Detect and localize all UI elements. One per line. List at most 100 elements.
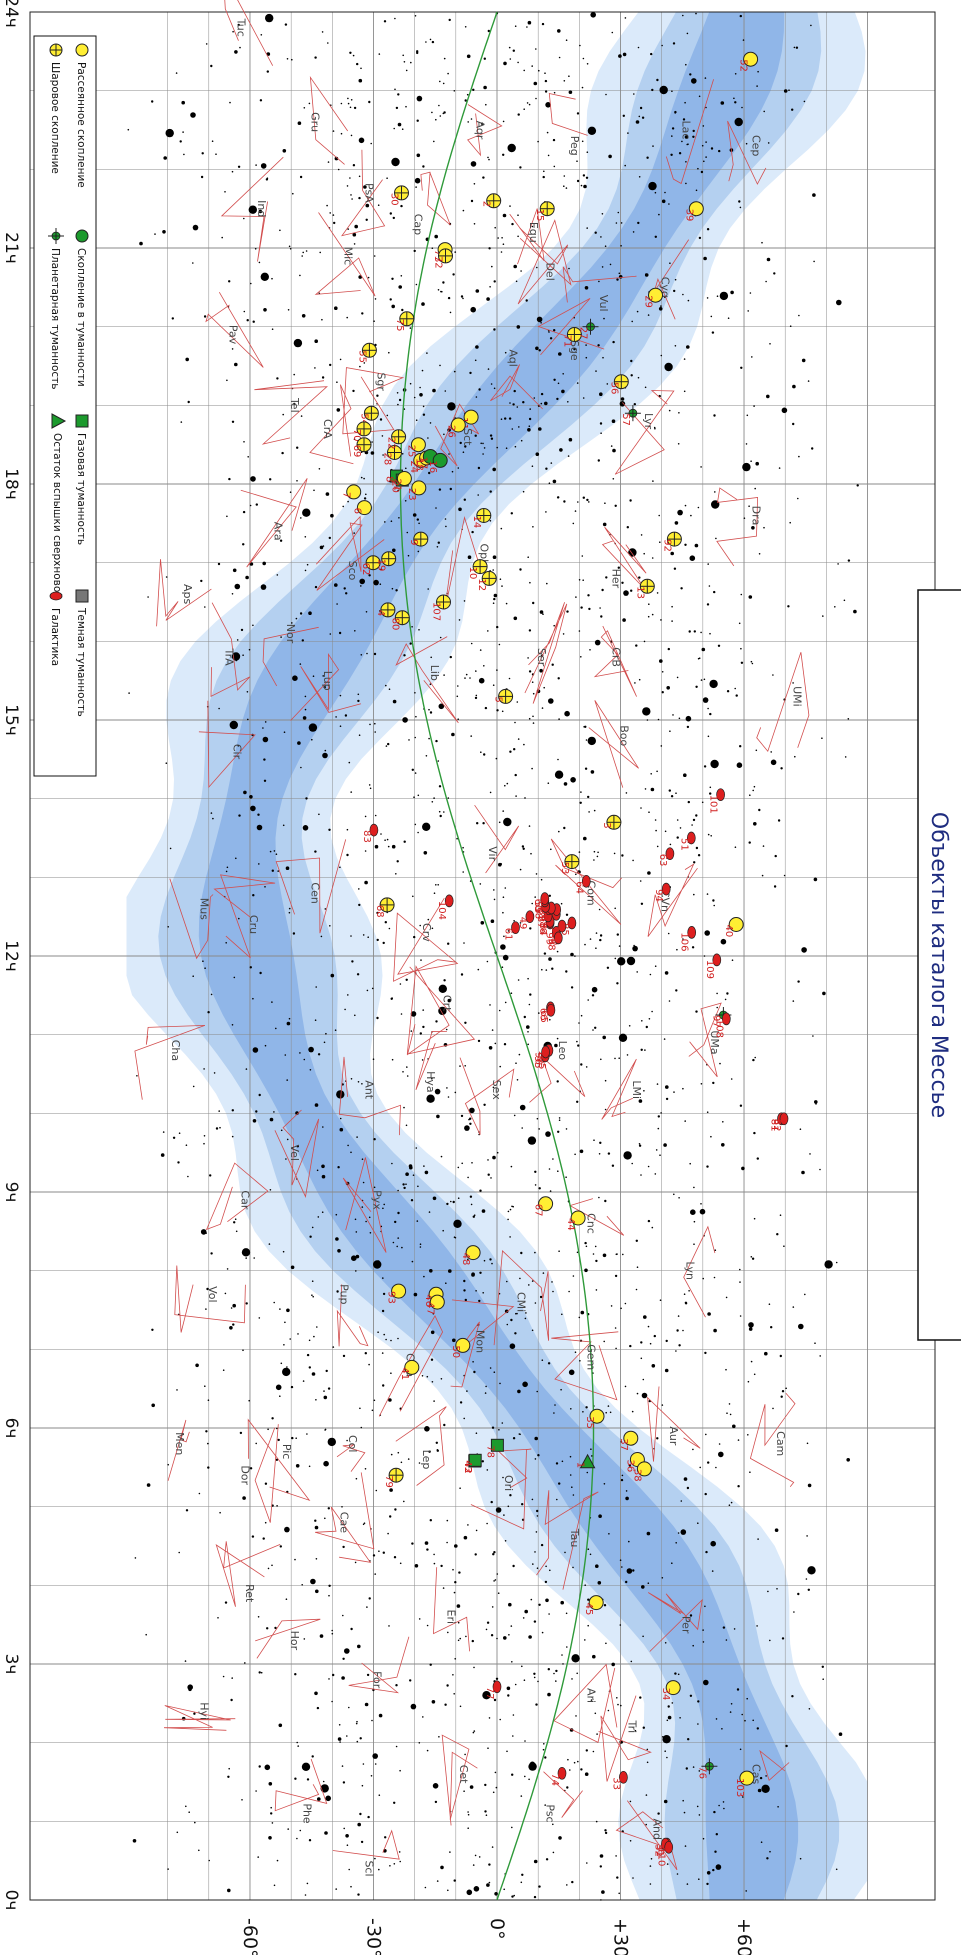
star	[752, 789, 754, 792]
star	[766, 257, 771, 262]
star	[663, 1799, 668, 1804]
star	[637, 46, 640, 49]
star	[486, 1883, 490, 1887]
legend-label-dark-nebula: Темная туманность	[75, 607, 87, 717]
star	[575, 1715, 577, 1717]
constellation-figure	[601, 1058, 637, 1120]
star	[571, 1678, 573, 1680]
star	[600, 236, 602, 238]
star	[263, 779, 267, 782]
star	[395, 1745, 398, 1748]
star	[318, 468, 321, 470]
star	[492, 1553, 495, 1556]
star	[571, 1486, 573, 1488]
constellation-label-cra: CrA	[321, 419, 334, 439]
star	[502, 1476, 504, 1479]
star	[362, 1763, 365, 1765]
star	[686, 345, 690, 349]
star	[507, 143, 516, 153]
star	[502, 911, 504, 914]
star	[371, 1719, 373, 1722]
constellation-label-pic: Pic	[280, 1444, 293, 1460]
constellation-figure	[338, 1056, 401, 1136]
star	[295, 1437, 298, 1439]
star	[453, 1219, 462, 1229]
star	[252, 1047, 259, 1053]
star	[151, 1403, 155, 1408]
messier-label: 10	[467, 567, 478, 580]
star	[293, 402, 296, 406]
star	[446, 1541, 448, 1544]
star	[776, 1588, 778, 1590]
star	[584, 943, 586, 946]
star	[382, 941, 385, 945]
star	[459, 1637, 462, 1640]
messier-label: 38	[631, 1469, 642, 1482]
star	[579, 1149, 584, 1154]
star	[561, 1654, 563, 1656]
star	[514, 1332, 517, 1335]
star	[641, 116, 645, 119]
star	[320, 1784, 329, 1793]
star	[136, 1075, 138, 1077]
star	[264, 886, 266, 888]
star	[296, 446, 299, 449]
star	[534, 1436, 538, 1441]
star	[288, 911, 291, 914]
messier-label: 31	[654, 1844, 665, 1857]
star	[693, 1243, 695, 1245]
star	[299, 1052, 301, 1054]
star	[270, 1806, 273, 1809]
star	[493, 593, 498, 598]
star	[395, 106, 399, 110]
star	[642, 707, 651, 716]
star	[643, 1315, 647, 1319]
constellation-figure	[406, 965, 476, 1056]
star	[306, 1778, 310, 1781]
star	[207, 1442, 209, 1445]
star	[640, 1357, 643, 1360]
messier-label: 81	[769, 1119, 780, 1132]
star	[374, 731, 377, 733]
star	[357, 1893, 360, 1896]
star	[195, 1363, 199, 1368]
star	[132, 1839, 137, 1843]
star	[791, 108, 794, 111]
star	[431, 40, 435, 44]
star	[501, 710, 504, 713]
constellation-label-ser: Ser	[535, 648, 548, 667]
star	[576, 382, 579, 384]
star	[439, 814, 442, 818]
star	[172, 1136, 176, 1140]
star	[548, 482, 551, 485]
star	[354, 630, 356, 632]
star	[479, 1189, 482, 1192]
star	[230, 1307, 233, 1309]
star	[722, 1801, 725, 1803]
star	[598, 1514, 602, 1518]
star	[460, 973, 464, 976]
star	[596, 855, 599, 858]
star	[679, 1717, 681, 1719]
constellation-label-lyr: Lyr	[642, 413, 655, 430]
star	[312, 1295, 315, 1298]
star	[647, 1165, 650, 1168]
constellation-figure	[205, 1162, 269, 1231]
star	[682, 938, 684, 940]
star	[649, 1865, 652, 1867]
star	[652, 480, 654, 482]
star	[650, 1858, 653, 1860]
star	[493, 1551, 496, 1554]
star	[321, 1211, 324, 1213]
star	[660, 1112, 662, 1114]
star	[486, 1522, 488, 1525]
star	[721, 1143, 725, 1147]
star	[612, 340, 615, 344]
star	[389, 1865, 391, 1867]
star	[491, 265, 493, 268]
star	[310, 1578, 316, 1585]
star	[502, 954, 509, 961]
star	[169, 847, 172, 850]
star	[200, 1229, 207, 1235]
star	[530, 1598, 533, 1601]
